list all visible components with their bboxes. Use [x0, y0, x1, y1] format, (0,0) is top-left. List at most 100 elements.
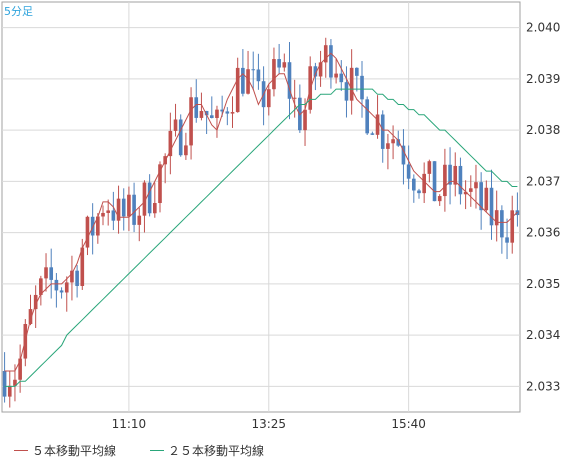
y-tick-label: 2.038 — [526, 123, 560, 137]
candle-body — [375, 114, 380, 135]
candle-body — [178, 119, 183, 156]
legend-item-ma25: ２５本移動平均線 — [150, 442, 264, 459]
legend-swatch-ma25 — [150, 450, 164, 451]
candle-body — [70, 270, 74, 283]
y-tick-label: 2.033 — [526, 379, 560, 393]
candle-body — [256, 69, 261, 82]
candle-body — [142, 182, 147, 216]
candle-body — [355, 67, 359, 76]
chart-period-label: 5分足 — [4, 5, 33, 18]
candle-body — [241, 67, 245, 94]
candle-body — [344, 82, 349, 101]
candle-body — [334, 73, 338, 78]
legend-item-ma5: ５本移動平均線 — [14, 442, 116, 459]
ma25-line — [4, 88, 518, 387]
candle-body — [54, 279, 59, 291]
candle-body — [360, 75, 364, 100]
candle-body — [209, 115, 214, 118]
candle-body — [282, 62, 287, 68]
legend-swatch-ma5 — [14, 450, 28, 451]
y-tick-label: 2.039 — [526, 72, 560, 86]
candle-body — [225, 111, 230, 114]
candle-body — [489, 187, 494, 226]
candle-body — [505, 237, 509, 243]
candle-body — [349, 67, 354, 101]
candle-body — [44, 267, 48, 279]
y-tick-label: 2.035 — [526, 277, 560, 291]
y-tick-label: 2.037 — [526, 174, 560, 188]
candle-body — [189, 97, 193, 146]
candle-body — [90, 216, 95, 236]
y-tick-label: 2.034 — [526, 328, 560, 342]
candle-body — [370, 133, 375, 135]
candle-body — [479, 182, 483, 211]
candle-body — [401, 145, 406, 165]
candle-body — [329, 45, 333, 78]
candle-body — [215, 109, 219, 118]
candle-body — [59, 290, 64, 293]
candle-body — [106, 210, 111, 213]
candle-body — [251, 69, 256, 71]
candle-body — [7, 385, 12, 397]
candle-body — [96, 216, 100, 236]
candle-body — [474, 182, 478, 189]
candle-body — [2, 371, 7, 397]
candle-body — [380, 114, 385, 149]
candle-body — [287, 62, 292, 99]
candle-body — [28, 309, 33, 325]
candle-body — [137, 215, 142, 225]
candle-body — [152, 203, 157, 214]
candle-body — [422, 173, 426, 194]
x-tick-label: 11:10 — [112, 417, 147, 431]
candle-body — [313, 66, 318, 77]
legend-label-ma25: ２５本移動平均線 — [168, 444, 265, 458]
candle-body — [235, 67, 240, 113]
candle-body — [448, 164, 452, 185]
candle-body — [39, 278, 43, 295]
candle-body — [484, 187, 489, 211]
candle-body — [396, 139, 401, 146]
candle-body — [127, 194, 131, 217]
candle-body — [339, 73, 344, 83]
candle-body — [111, 210, 116, 221]
ma5-line — [4, 52, 518, 372]
candle-body — [33, 294, 38, 310]
candle-body — [158, 164, 162, 204]
candle-body — [147, 182, 152, 214]
candle-body — [184, 145, 188, 156]
candle-body — [49, 267, 54, 280]
candle-body — [204, 110, 209, 116]
candle-body — [292, 97, 297, 99]
candle-body — [386, 143, 390, 149]
candle-body — [13, 379, 17, 386]
chart-legend: ５本移動平均線 ２５本移動平均線 — [0, 434, 574, 462]
candle-body — [173, 119, 178, 131]
candle-body — [417, 190, 421, 194]
candle-body — [510, 210, 515, 243]
candle-body — [116, 198, 121, 221]
candle-body — [437, 196, 442, 202]
x-tick-label: 13:25 — [251, 417, 286, 431]
y-tick-label: 2.036 — [526, 226, 560, 240]
candle-body — [391, 139, 395, 144]
candle-body — [494, 210, 499, 226]
candle-body — [432, 161, 437, 202]
candle-body — [443, 164, 447, 197]
candle-body — [468, 188, 473, 192]
candle-body — [101, 212, 105, 217]
candle-body — [230, 112, 235, 114]
candle-body — [18, 358, 22, 380]
candle-body — [246, 69, 250, 94]
plot-area — [1, 1, 521, 413]
candle-body — [199, 110, 204, 118]
candle-body — [85, 216, 90, 248]
candle-body — [463, 191, 468, 195]
candle-body — [272, 59, 276, 90]
candle-body — [303, 109, 307, 131]
candle-body — [323, 45, 328, 63]
candle-body — [80, 247, 85, 286]
candle-body — [64, 282, 69, 293]
x-tick-label: 15:40 — [391, 417, 426, 431]
candle-body — [220, 109, 224, 112]
candle-body — [406, 164, 411, 179]
